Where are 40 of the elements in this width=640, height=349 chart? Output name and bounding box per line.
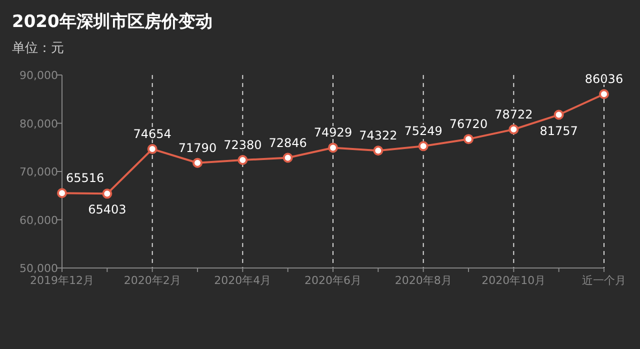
- data-label: 86036: [584, 72, 624, 86]
- point: [282, 152, 293, 163]
- point: [57, 188, 67, 198]
- point: [192, 158, 202, 168]
- data-label: 81757: [540, 124, 578, 138]
- point: [328, 142, 338, 153]
- data-label: 65403: [88, 202, 126, 217]
- x-tick-label: 2020年4月: [214, 274, 272, 287]
- x-tick-label: 2020年2月: [124, 274, 181, 287]
- x-tick-label: 2020年8月: [394, 274, 452, 287]
- y-tick-label: 60,000: [20, 214, 58, 227]
- point: [418, 141, 428, 152]
- x-tick-label: 2019年12月: [30, 274, 94, 287]
- data-label: 74654: [133, 127, 172, 142]
- data-label: 72380: [224, 138, 262, 152]
- chart-subtitle: 单位：元: [12, 41, 64, 56]
- data-label: 74322: [359, 128, 398, 143]
- data-label: 76720: [449, 117, 488, 132]
- point: [147, 144, 158, 154]
- point: [373, 146, 384, 156]
- data-label: 72846: [268, 136, 307, 150]
- point: [599, 89, 609, 100]
- x-tick-label: 2020年10月: [482, 274, 546, 287]
- point: [238, 155, 248, 166]
- data-label: 71790: [178, 140, 217, 155]
- y-tick-label: 80,000: [20, 117, 58, 130]
- data-label: 74929: [314, 126, 352, 140]
- data-label: 75249: [404, 124, 442, 138]
- y-tick-label: 90,000: [20, 69, 58, 82]
- chart-title: 2020年深圳市区房价变动: [12, 12, 212, 32]
- point: [102, 188, 112, 199]
- point: [464, 134, 474, 144]
- y-tick-label: 70,000: [20, 166, 58, 178]
- x-tick-label: 2020年6月: [304, 274, 362, 287]
- data-label: 78722: [494, 107, 533, 122]
- data-label: 65516: [66, 171, 104, 186]
- point: [554, 110, 564, 120]
- x-tick-label: 近一个月: [582, 274, 626, 287]
- y-tick-label: 50,000: [20, 262, 58, 275]
- point: [508, 124, 519, 134]
